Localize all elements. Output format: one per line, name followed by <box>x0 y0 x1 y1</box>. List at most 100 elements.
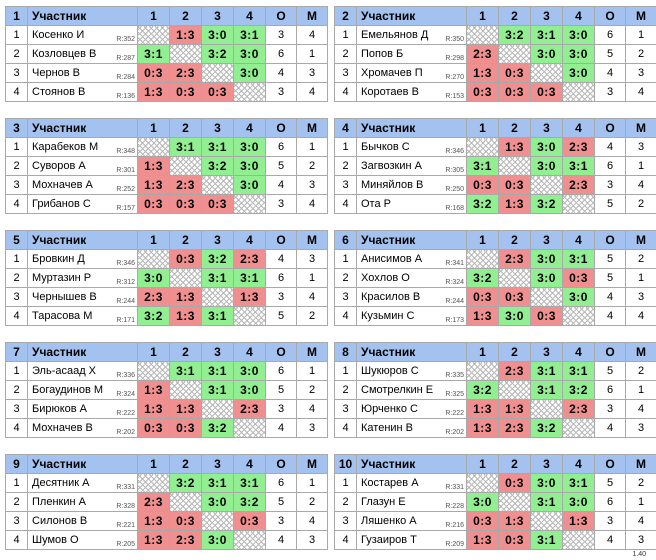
player-name[interactable]: Костарев А <box>361 477 419 489</box>
match-score: 3:1 <box>562 156 595 176</box>
match-score: 3:2 <box>137 306 170 326</box>
player-name[interactable]: Богаудинов М <box>32 384 104 396</box>
place-cell: 2 <box>625 194 656 214</box>
self-match-cell <box>466 249 499 269</box>
points-cell: 6 <box>594 156 626 176</box>
player-rating: R:298 <box>445 55 464 62</box>
player-name[interactable]: Косенко И <box>32 29 85 41</box>
match-score: 3:1 <box>233 473 266 493</box>
match-score: 2:3 <box>498 249 531 269</box>
match-score: 0:3 <box>169 82 202 102</box>
player-name[interactable]: Бровкин Д <box>32 253 85 265</box>
place-cell: 3 <box>296 63 328 83</box>
column-header-4: 4 <box>562 454 595 474</box>
player-name[interactable]: Мохначев В <box>32 422 93 434</box>
player-name[interactable]: Миняйлов В <box>361 179 424 191</box>
match-score: 0:3 <box>201 194 234 214</box>
player-cell: Мохначев А R:252 <box>27 175 138 195</box>
player-rating: R:228 <box>445 503 464 510</box>
player-name[interactable]: Карабеков М <box>32 141 99 153</box>
player-seed: 3 <box>5 63 28 83</box>
player-seed: 1 <box>5 473 28 493</box>
player-name[interactable]: Мохначев А <box>32 179 93 191</box>
place-cell: 2 <box>296 156 328 176</box>
player-seed: 2 <box>334 44 357 64</box>
match-score: 3:0 <box>562 63 595 83</box>
player-rating: R:136 <box>116 93 135 100</box>
player-rating: R:244 <box>445 298 464 305</box>
player-name[interactable]: Бычков С <box>361 141 410 153</box>
player-name[interactable]: Шукюров С <box>361 365 419 377</box>
points-cell: 5 <box>265 156 297 176</box>
player-name[interactable]: Бирюков А <box>32 403 88 415</box>
player-name[interactable]: Муртазин Р <box>32 272 92 284</box>
player-seed: 2 <box>334 156 357 176</box>
player-name[interactable]: Тарасова М <box>32 310 93 322</box>
match-score: 1:3 <box>137 82 170 102</box>
player-rating: R:350 <box>445 36 464 43</box>
self-match-cell <box>466 361 499 381</box>
self-match-cell <box>530 511 563 531</box>
player-seed: 3 <box>5 175 28 195</box>
player-name[interactable]: Кузьмин С <box>361 310 415 322</box>
player-name[interactable]: Глазун Е <box>361 496 406 508</box>
points-cell: 3 <box>594 82 626 102</box>
match-score: 0:3 <box>466 175 499 195</box>
player-name[interactable]: Смотрелкин Е <box>361 384 434 396</box>
player-name[interactable]: Ляшенко А <box>361 515 417 527</box>
player-name[interactable]: Хромачев П <box>361 67 423 79</box>
points-cell: 3 <box>265 287 297 307</box>
match-score: 0:3 <box>137 194 170 214</box>
player-name[interactable]: Юрченко С <box>361 403 418 415</box>
match-score: 3:2 <box>498 25 531 45</box>
player-name[interactable]: Попов Б <box>361 48 404 60</box>
match-score: 2:3 <box>498 361 531 381</box>
player-name[interactable]: Ота Р <box>361 198 391 210</box>
player-name[interactable]: Хохлов О <box>361 272 410 284</box>
self-match-cell <box>169 156 202 176</box>
column-header-o: O <box>594 342 626 362</box>
points-cell: 6 <box>265 361 297 381</box>
player-name[interactable]: Грибанов С <box>32 198 91 210</box>
player-name[interactable]: Силонов В <box>32 515 88 527</box>
player-row: 2 Загвозкин А R:305 3:1 3:0 3:1 6 1 <box>334 156 656 176</box>
match-score: 3:2 <box>201 156 234 176</box>
player-rating: R:222 <box>116 410 135 417</box>
player-name[interactable]: Суворов А <box>32 160 86 172</box>
player-row: 2 Муртазин Р R:312 3:0 3:1 3:1 6 1 <box>5 268 328 288</box>
player-seed: 2 <box>334 268 357 288</box>
player-name[interactable]: Эль-асаад Х <box>32 365 97 377</box>
points-cell: 5 <box>265 492 297 512</box>
match-score: 3:1 <box>201 473 234 493</box>
column-header-1: 1 <box>466 230 499 250</box>
player-name[interactable]: Пленкин А <box>32 496 86 508</box>
points-cell: 3 <box>265 194 297 214</box>
column-header-participant: Участник <box>356 6 467 26</box>
player-row: 3 Силонов В R:221 1:3 0:3 0:3 3 4 <box>5 511 328 531</box>
column-header-1: 1 <box>137 118 170 138</box>
player-name[interactable]: Козловцев В <box>32 48 97 60</box>
player-name[interactable]: Коротаев В <box>361 86 419 98</box>
match-score: 3:1 <box>562 249 595 269</box>
player-name[interactable]: Чернов В <box>32 67 80 79</box>
player-name[interactable]: Емельянов Д <box>361 29 429 41</box>
player-name[interactable]: Стоянов В <box>32 86 86 98</box>
group-number: 6 <box>334 230 357 250</box>
player-name[interactable]: Анисимов А <box>361 253 423 265</box>
match-score: 3:1 <box>530 492 563 512</box>
match-score: 3:1 <box>201 306 234 326</box>
player-name[interactable]: Шумов О <box>32 534 79 546</box>
column-header-o: O <box>594 118 626 138</box>
match-score: 2:3 <box>169 175 202 195</box>
player-name[interactable]: Чернышев В <box>32 291 97 303</box>
match-score: 0:3 <box>498 63 531 83</box>
player-name[interactable]: Десятник А <box>32 477 90 489</box>
player-name[interactable]: Красилов В <box>361 291 421 303</box>
player-name[interactable]: Катенин В <box>361 422 414 434</box>
points-cell: 4 <box>265 249 297 269</box>
player-name[interactable]: Гузаиров Т <box>361 534 417 546</box>
points-cell: 3 <box>265 25 297 45</box>
column-header-4: 4 <box>233 230 266 250</box>
player-name[interactable]: Загвозкин А <box>361 160 422 172</box>
place-cell: 3 <box>296 175 328 195</box>
